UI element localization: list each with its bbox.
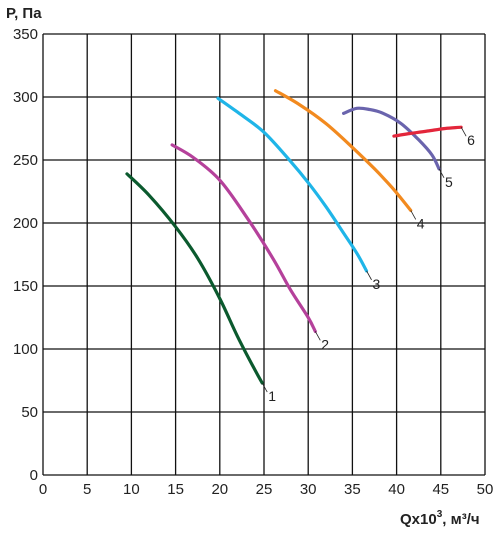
x-axis-title-superscript: 3	[437, 509, 443, 520]
curve-label-6: 6	[467, 132, 475, 148]
curve-leader-3	[366, 270, 372, 281]
y-tick-label-300: 300	[13, 89, 38, 106]
curve-4	[273, 89, 413, 212]
x-tick-label-10: 10	[123, 481, 140, 498]
curve-label-4: 4	[417, 215, 425, 231]
curve-label-3: 3	[373, 276, 381, 292]
curve-labels: 1 2 3 4 5 6	[261, 127, 475, 404]
curve-leader-1	[261, 382, 268, 393]
x-tick-label-45: 45	[432, 481, 449, 498]
y-tick-label-50: 50	[21, 404, 38, 421]
curve-leader-2	[314, 331, 321, 341]
curve-6	[392, 125, 463, 138]
curve-leader-4	[410, 210, 417, 220]
curve-3	[216, 96, 369, 273]
x-axis-title-main: Qx10	[400, 511, 437, 528]
curve-label-5: 5	[445, 174, 453, 190]
x-tick-label-40: 40	[388, 481, 405, 498]
curve-leader-6	[460, 127, 467, 137]
y-tick-label-150: 150	[13, 278, 38, 295]
grid	[42, 33, 486, 476]
x-tick-label-25: 25	[256, 481, 273, 498]
y-axis-title: P, Па	[6, 5, 42, 22]
y-tick-label-250: 250	[13, 152, 38, 169]
curves	[125, 89, 463, 385]
x-axis-title: Qx103, м³/ч	[400, 509, 480, 528]
x-tick-label-5: 5	[83, 481, 91, 498]
x-tick-label-20: 20	[211, 481, 228, 498]
y-tick-label-0: 0	[30, 467, 38, 484]
tick-labels: 0 5 10 15 20 25 30 35 40 45 5005010015020025030035…	[13, 26, 493, 498]
y-tick-label-200: 200	[13, 215, 38, 232]
curve-2	[170, 143, 317, 333]
x-tick-label-35: 35	[344, 481, 361, 498]
y-tick-label-350: 350	[13, 26, 38, 43]
x-tick-label-30: 30	[300, 481, 317, 498]
x-tick-label-0: 0	[39, 481, 47, 498]
curve-5	[342, 106, 441, 171]
curve-label-1: 1	[268, 388, 276, 404]
x-axis-title-unit: , м³/ч	[442, 511, 479, 528]
curve-label-2: 2	[321, 336, 329, 352]
x-tick-label-15: 15	[167, 481, 184, 498]
curve-leader-5	[438, 168, 445, 179]
curve-1	[125, 172, 264, 385]
y-tick-label-100: 100	[13, 341, 38, 358]
x-tick-label-50: 50	[477, 481, 494, 498]
